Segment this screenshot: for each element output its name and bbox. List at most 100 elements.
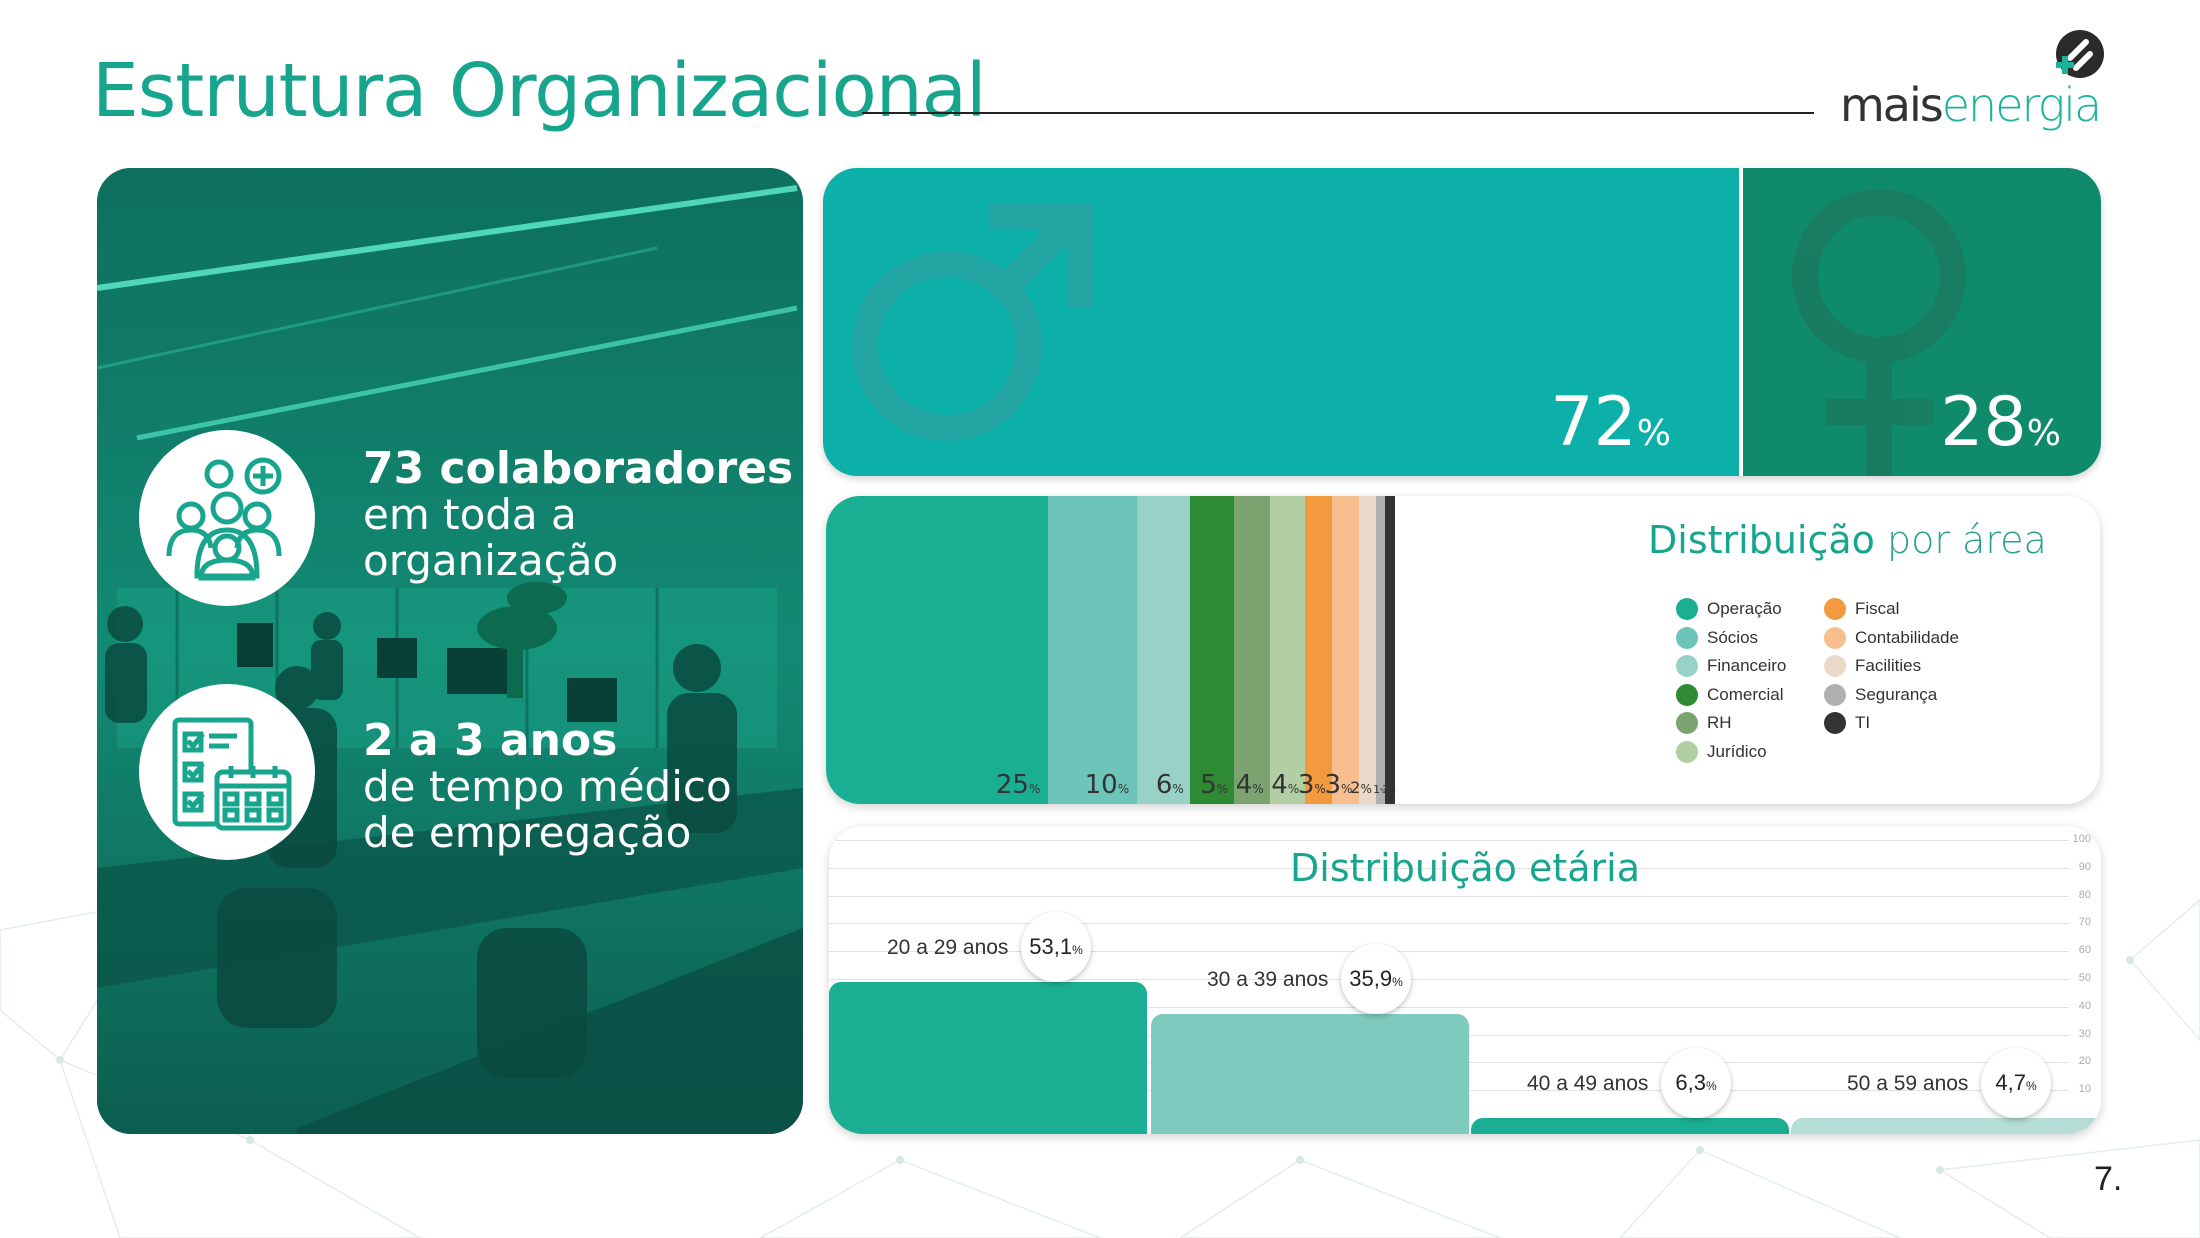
- female-percentage-value: 28: [1940, 383, 2027, 462]
- legend-label: RH: [1707, 713, 1732, 732]
- legend-swatch: [1676, 655, 1698, 677]
- header-divider: [862, 112, 1814, 114]
- office-photo-panel: 73 colaboradores em toda a organização 2…: [97, 168, 803, 1134]
- age-bar-3: [1471, 1118, 1789, 1134]
- calendar-checklist-icon: [172, 717, 292, 831]
- grid-line: [829, 867, 2069, 869]
- male-percentage-unit: %: [1636, 413, 1671, 454]
- grid-line: [829, 895, 2069, 897]
- male-bar: 72%: [823, 168, 1739, 476]
- legend-swatch: [1676, 712, 1698, 734]
- area-bar-financeiro: [1136, 496, 1191, 804]
- area-bar-label: 3%: [1297, 770, 1326, 800]
- people-stat-line3: organização: [363, 536, 619, 585]
- legend-label: Fiscal: [1855, 599, 1900, 618]
- age-bar-label: 40 a 49 anos: [1527, 1072, 1649, 1095]
- legend-label: Contabilidade: [1855, 627, 1959, 647]
- page-number: 7.: [2094, 1160, 2123, 1198]
- people-stat-line2: em toda a: [363, 490, 577, 539]
- y-tick-label: 40: [2078, 999, 2091, 1012]
- people-stat-circle: [139, 430, 315, 606]
- grid-line: [829, 840, 2069, 841]
- area-bar-contabilidade: [1331, 496, 1359, 804]
- area-bar-segurança: [1376, 496, 1386, 804]
- legend-label: Operação: [1707, 599, 1782, 618]
- area-bar-fiscal: [1305, 496, 1333, 804]
- area-title-strong: Distribuição: [1648, 518, 1875, 562]
- people-stat-count: 73 colaboradores: [363, 443, 794, 494]
- age-value-bubble: 35,9%: [1341, 944, 1411, 1015]
- female-symbol-icon: [1792, 189, 1966, 476]
- office-photo: [97, 168, 803, 1134]
- legend-swatch: [1824, 683, 1846, 706]
- area-bar-label: 4%: [1235, 770, 1264, 800]
- y-tick-label: 20: [2078, 1055, 2091, 1068]
- legend-swatch: [1676, 626, 1698, 649]
- legend-swatch: [1676, 683, 1698, 706]
- area-bar-label: 5%: [1200, 770, 1229, 800]
- area-chart-title: Distribuição por área: [1648, 518, 2047, 562]
- grid-line: [829, 979, 2069, 980]
- tenure-stat-text: 2 a 3 anos de tempo médico de empregação: [363, 718, 732, 856]
- area-bar-label: 3%: [1324, 770, 1353, 800]
- y-tick-label: 70: [2078, 916, 2091, 929]
- y-tick-label: 100: [2072, 833, 2091, 845]
- grid-line: [829, 1006, 2069, 1008]
- logo-mais: mais: [1840, 78, 1944, 132]
- age-bar-1: [829, 982, 1147, 1134]
- area-bar-jurídico: [1269, 496, 1306, 804]
- female-percentage: 28%: [1940, 383, 2061, 462]
- legend-swatch: [1676, 598, 1698, 620]
- age-bar-label: 20 a 29 anos: [887, 936, 1009, 959]
- legend-swatch: [1824, 626, 1846, 649]
- page-title: Estrutura Organizacional: [92, 48, 987, 134]
- female-percentage-unit: %: [2026, 413, 2061, 454]
- y-tick-label: 50: [2078, 972, 2091, 984]
- age-value-bubble: 53,1%: [1021, 912, 1091, 982]
- legend-swatch: [1824, 598, 1846, 620]
- area-bar-label: 10%: [1084, 770, 1130, 800]
- legend-swatch: [1676, 740, 1698, 763]
- logo-wordmark: maisenergia: [1840, 78, 2102, 132]
- age-value-bubble: 4,7%: [1981, 1048, 2051, 1118]
- area-bar-rh: [1234, 496, 1271, 804]
- area-bar-ti: [1385, 496, 1395, 804]
- male-percentage: 72%: [1550, 383, 1671, 462]
- female-bar: 28%: [1743, 168, 2101, 476]
- people-group-icon: [166, 457, 282, 581]
- area-bar-comercial: [1189, 496, 1235, 804]
- area-bar-label: 25%: [995, 770, 1041, 800]
- legend-label: Comercial: [1707, 684, 1784, 704]
- grid-line: [829, 923, 2069, 925]
- legend-label: Financeiro: [1707, 656, 1787, 675]
- y-tick-label: 30: [2078, 1027, 2091, 1040]
- y-tick-label: 60: [2078, 944, 2091, 957]
- legend-label: Sócios: [1707, 627, 1759, 647]
- age-bar-2: [1151, 1014, 1469, 1134]
- tenure-stat-line2: de tempo médico: [363, 762, 732, 811]
- people-stat-text: 73 colaboradores em toda a organização: [363, 446, 793, 584]
- male-symbol-icon: [852, 203, 1094, 441]
- y-tick-label: 80: [2078, 888, 2091, 901]
- age-bar-label: 50 a 59 anos: [1847, 1072, 1969, 1095]
- y-tick-label: 10: [2078, 1083, 2091, 1096]
- age-value-bubble: 6,3%: [1661, 1048, 1731, 1118]
- area-bars: 25% 10% 6% 5% 4% 4% 3% 3% 2% 1% 1%: [826, 496, 1626, 804]
- age-bar-4: [1791, 1118, 2101, 1134]
- y-tick-label: 90: [2078, 860, 2091, 873]
- gender-split-chart: 72% 28%: [823, 168, 2101, 476]
- legend-label: Jurídico: [1707, 741, 1767, 761]
- legend-label: Segurança: [1855, 684, 1938, 704]
- tenure-stat-line3: de empregação: [363, 808, 692, 857]
- company-logo: maisenergia: [1840, 28, 2110, 138]
- area-distribution-chart: 25% 10% 6% 5% 4% 4% 3% 3% 2% 1% 1% Distribuição po…: [826, 496, 2100, 804]
- legend-label: TI: [1855, 713, 1871, 732]
- legend-swatch: [1824, 712, 1846, 734]
- age-distribution-chart: 10 20 30 40 50 60 70 80 90 100 Distribuição etári…: [829, 826, 2101, 1134]
- legend-label: Facilities: [1855, 656, 1922, 675]
- male-percentage-value: 72: [1550, 383, 1637, 462]
- age-chart-title: Distribuição etária: [1290, 846, 1640, 890]
- area-bar-facilities: [1358, 496, 1377, 804]
- area-title-rest: por área: [1886, 518, 2047, 562]
- area-bar-label: 4%: [1271, 770, 1300, 800]
